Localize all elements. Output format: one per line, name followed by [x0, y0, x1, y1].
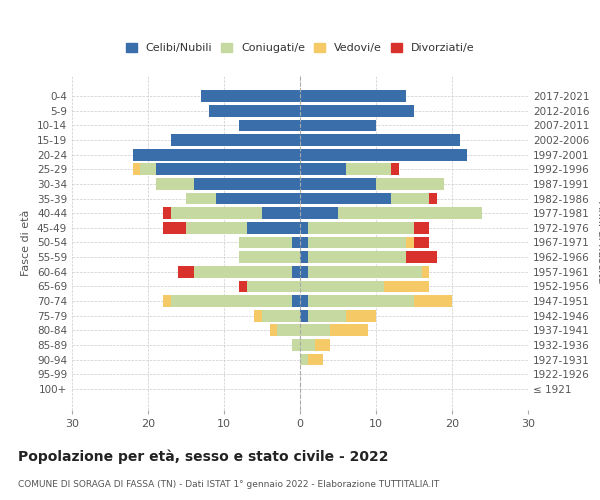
- Bar: [406, 252, 437, 263]
- Bar: [209, 105, 300, 117]
- Bar: [300, 295, 308, 307]
- Bar: [262, 310, 300, 322]
- Bar: [155, 164, 300, 175]
- Bar: [414, 295, 452, 307]
- Bar: [338, 208, 482, 219]
- Bar: [331, 324, 368, 336]
- Bar: [155, 178, 194, 190]
- Bar: [414, 222, 429, 234]
- Bar: [346, 310, 376, 322]
- Bar: [186, 222, 247, 234]
- Bar: [292, 295, 300, 307]
- Bar: [133, 149, 300, 160]
- Bar: [414, 236, 429, 248]
- Bar: [300, 252, 308, 263]
- Bar: [247, 280, 300, 292]
- Bar: [300, 90, 406, 102]
- Bar: [376, 178, 445, 190]
- Bar: [186, 192, 217, 204]
- Bar: [171, 134, 300, 146]
- Bar: [308, 310, 346, 322]
- Bar: [300, 192, 391, 204]
- Bar: [308, 222, 414, 234]
- Bar: [178, 266, 194, 278]
- Bar: [194, 178, 300, 190]
- Text: COMUNE DI SORAGA DI FASSA (TN) - Dati ISTAT 1° gennaio 2022 - Elaborazione TUTTI: COMUNE DI SORAGA DI FASSA (TN) - Dati IS…: [18, 480, 439, 489]
- Bar: [201, 90, 300, 102]
- Bar: [239, 280, 247, 292]
- Bar: [300, 266, 308, 278]
- Bar: [239, 252, 300, 263]
- Bar: [239, 120, 300, 131]
- Bar: [300, 236, 308, 248]
- Bar: [277, 324, 300, 336]
- Bar: [163, 222, 186, 234]
- Bar: [247, 222, 300, 234]
- Bar: [300, 105, 414, 117]
- Bar: [239, 236, 292, 248]
- Bar: [300, 208, 338, 219]
- Bar: [300, 324, 331, 336]
- Bar: [300, 339, 315, 351]
- Bar: [217, 192, 300, 204]
- Bar: [429, 192, 437, 204]
- Bar: [269, 324, 277, 336]
- Bar: [194, 266, 292, 278]
- Bar: [422, 266, 429, 278]
- Bar: [171, 295, 292, 307]
- Bar: [262, 208, 300, 219]
- Bar: [300, 164, 346, 175]
- Y-axis label: Anni di nascita: Anni di nascita: [596, 201, 600, 284]
- Bar: [300, 280, 383, 292]
- Bar: [308, 295, 414, 307]
- Bar: [292, 266, 300, 278]
- Bar: [346, 164, 391, 175]
- Bar: [315, 339, 331, 351]
- Bar: [391, 164, 399, 175]
- Bar: [383, 280, 429, 292]
- Bar: [391, 192, 429, 204]
- Legend: Celibi/Nubili, Coniugati/e, Vedovi/e, Divorziati/e: Celibi/Nubili, Coniugati/e, Vedovi/e, Di…: [120, 37, 480, 58]
- Bar: [300, 134, 460, 146]
- Bar: [300, 310, 308, 322]
- Bar: [300, 178, 376, 190]
- Bar: [163, 295, 171, 307]
- Bar: [300, 149, 467, 160]
- Bar: [171, 208, 262, 219]
- Bar: [300, 222, 308, 234]
- Bar: [308, 354, 323, 366]
- Bar: [292, 236, 300, 248]
- Bar: [163, 208, 171, 219]
- Bar: [140, 164, 155, 175]
- Bar: [406, 236, 414, 248]
- Bar: [300, 354, 308, 366]
- Bar: [308, 266, 422, 278]
- Bar: [308, 252, 406, 263]
- Text: Popolazione per età, sesso e stato civile - 2022: Popolazione per età, sesso e stato civil…: [18, 450, 389, 464]
- Bar: [308, 236, 406, 248]
- Bar: [300, 120, 376, 131]
- Bar: [133, 164, 140, 175]
- Y-axis label: Fasce di età: Fasce di età: [22, 210, 31, 276]
- Bar: [292, 339, 300, 351]
- Bar: [254, 310, 262, 322]
